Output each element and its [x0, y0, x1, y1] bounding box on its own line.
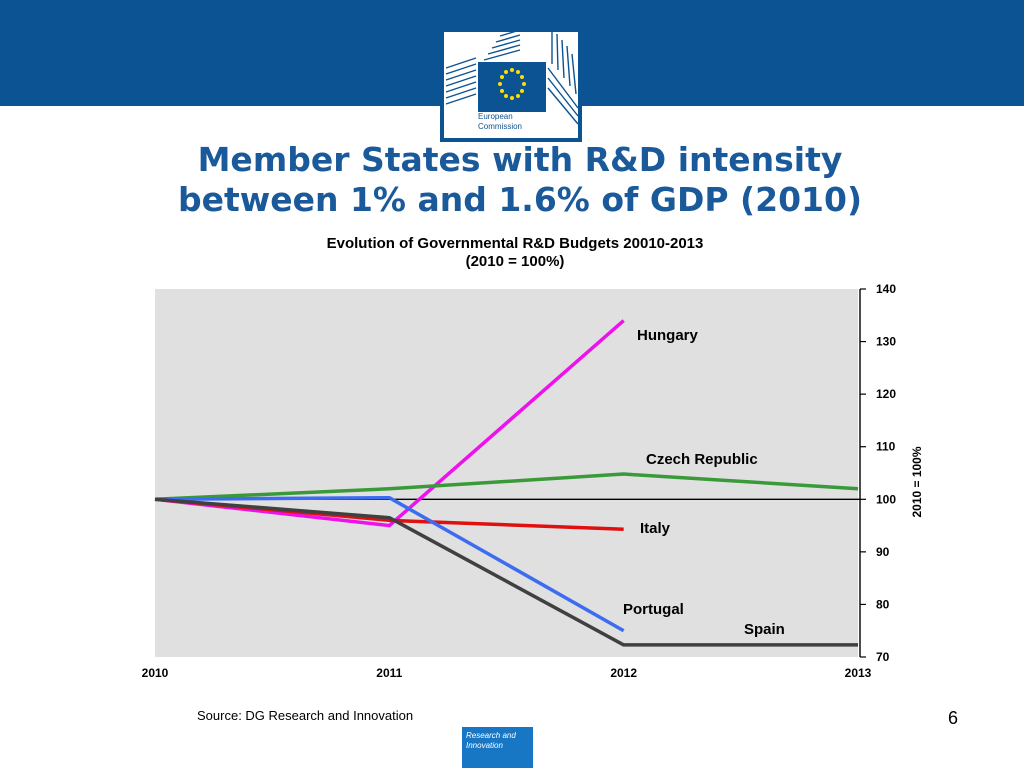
- slide-title: Member States with R&D intensity between…: [140, 140, 900, 220]
- x-tick-label-2010: 2010: [142, 666, 169, 680]
- slide-title-line2: between 1% and 1.6% of GDP (2010): [177, 180, 863, 219]
- plot-area: [155, 289, 858, 657]
- logo-caption-line1: European: [478, 112, 513, 121]
- y-tick-label-70: 70: [876, 650, 890, 664]
- y-tick-label-100: 100: [876, 492, 896, 506]
- european-commission-logo: [440, 28, 582, 142]
- series-label-portugal: Portugal: [623, 601, 684, 618]
- series-label-italy: Italy: [640, 520, 671, 537]
- series-label-spain: Spain: [744, 621, 785, 638]
- eu-stars-icon: [498, 68, 526, 100]
- x-tick-label-2011: 2011: [376, 666, 402, 680]
- page-number: 6: [948, 708, 959, 728]
- x-tick-label-2013: 2013: [845, 666, 872, 680]
- research-innovation-line2: Innovation: [466, 741, 503, 750]
- y-axis-label: 2010 = 100%: [910, 446, 924, 517]
- research-innovation-label: Research and Innovation: [466, 731, 516, 751]
- y-tick-label-80: 80: [876, 597, 890, 611]
- research-innovation-box: Research and Innovation: [462, 727, 533, 768]
- research-innovation-line1: Research and: [466, 731, 516, 740]
- slide-title-line1: Member States with R&D intensity: [197, 140, 843, 179]
- series-line-spain: [154, 497, 858, 647]
- y-tick-label-90: 90: [876, 545, 890, 559]
- series-line-portugal: [154, 495, 625, 633]
- series-label-czech-republic: Czech Republic: [646, 451, 758, 468]
- y-tick-label-120: 120: [876, 387, 896, 401]
- y-tick-label-140: 140: [876, 282, 896, 296]
- series-label-hungary: Hungary: [637, 327, 699, 344]
- series-line-czech-republic: [154, 472, 859, 502]
- logo-caption: European Commission: [478, 112, 546, 132]
- x-tick-label-2012: 2012: [610, 666, 637, 680]
- logo-caption-line2: Commission: [478, 122, 523, 131]
- y-tick-label-130: 130: [876, 335, 896, 349]
- chart-subtitle: (2010 = 100%): [466, 253, 565, 270]
- source-note: Source: DG Research and Innovation: [197, 708, 414, 723]
- y-tick-label-110: 110: [876, 440, 896, 454]
- chart-title: Evolution of Governmental R&D Budgets 20…: [327, 235, 704, 252]
